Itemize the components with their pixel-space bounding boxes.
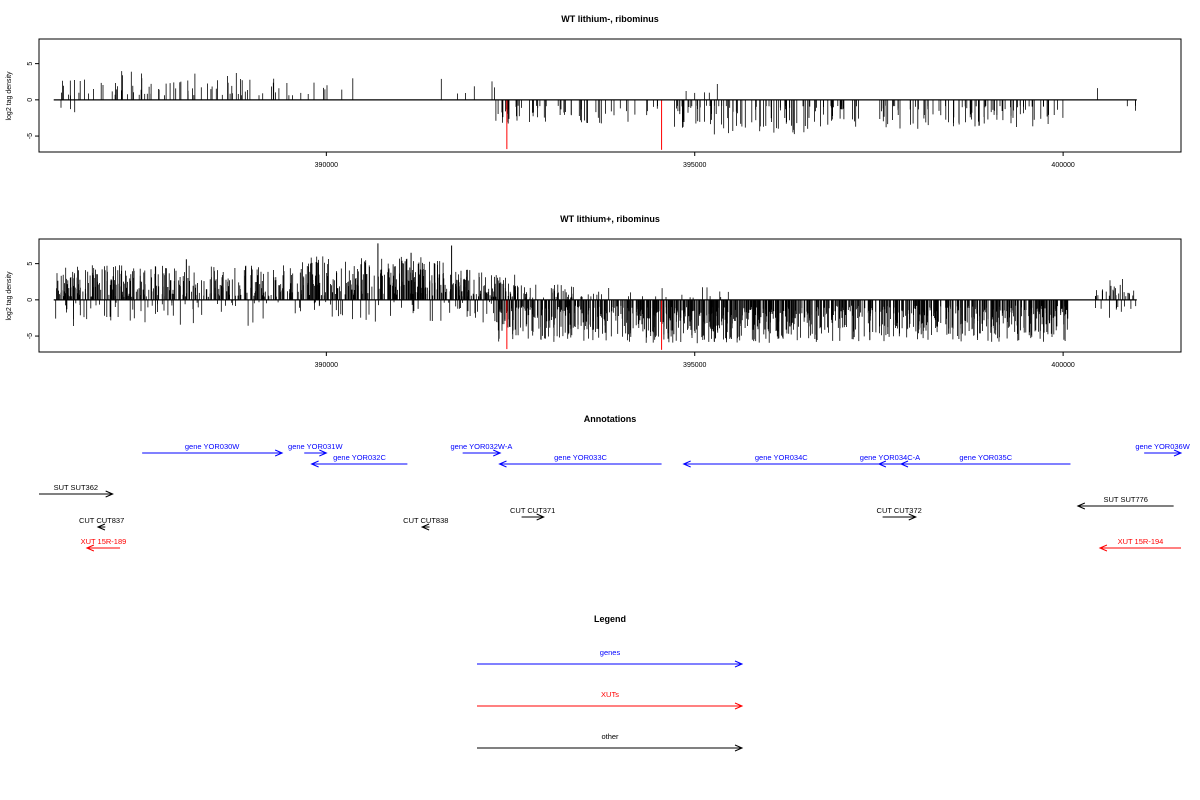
feature: SUT SUT776	[1076, 495, 1174, 510]
feature-arrowhead	[498, 460, 507, 468]
legend-arrowhead	[734, 702, 744, 710]
plot-frame	[38, 38, 1182, 153]
signal-bars	[53, 71, 1137, 150]
feature: CUT CUT372	[877, 506, 922, 521]
x-tick-label: 390000	[315, 362, 338, 369]
feature-arrowhead	[274, 449, 284, 457]
legend-label: XUTs	[601, 690, 619, 699]
feature-arrowhead	[96, 523, 106, 531]
feature-arrowhead	[682, 460, 691, 468]
feature: CUT CUT837	[79, 516, 124, 531]
legend-label: genes	[600, 648, 621, 657]
feature-label: gene YOR033C	[554, 453, 607, 462]
feature-label: gene YOR036W	[1135, 442, 1190, 451]
signal-bars	[53, 243, 1137, 350]
feature-label: gene YOR035C	[959, 453, 1012, 462]
feature: gene YOR034C-A	[860, 453, 920, 468]
feature-arrowhead	[105, 490, 114, 498]
feature: gene YOR030W	[142, 442, 284, 457]
x-tick-label: 400000	[1051, 362, 1074, 369]
legend-item: XUTs	[477, 690, 744, 710]
y-tick-label: 0	[27, 298, 34, 302]
y-tick-label: -5	[27, 333, 34, 339]
legend-arrowhead	[734, 744, 744, 752]
feature-label: gene YOR034C-A	[860, 453, 920, 462]
feature-arrowhead	[1076, 502, 1086, 510]
feature-label: gene YOR031W	[288, 442, 343, 451]
feature-label: SUT SUT362	[54, 483, 98, 492]
feature-label: gene YOR032C	[333, 453, 386, 462]
x-tick-label: 395000	[683, 162, 706, 169]
y-tick-label: 5	[27, 262, 34, 266]
feature-label: CUT CUT372	[877, 506, 922, 515]
legend-title: Legend	[594, 614, 626, 624]
feature-arrowhead	[420, 523, 430, 531]
annotations-title: Annotations	[584, 414, 637, 424]
track-panel-lithium-minus: WT lithium-, ribominus log2 tag density …	[6, 14, 1182, 169]
feature: gene YOR036W	[1135, 442, 1191, 457]
feature: gene YOR032W-A	[451, 442, 513, 457]
feature-label: CUT CUT371	[510, 506, 555, 515]
x-tick-label: 395000	[683, 362, 706, 369]
feature: gene YOR031W	[288, 442, 343, 457]
x-tick-label: 400000	[1051, 162, 1074, 169]
feature-arrows: gene YOR030W gene YOR031W gene YOR032C gene…	[39, 442, 1191, 552]
feature: XUT 15R-194	[1098, 537, 1181, 552]
feature-arrowhead	[319, 449, 328, 457]
feature: gene YOR035C	[899, 453, 1071, 468]
feature-label: XUT 15R-194	[1118, 537, 1164, 546]
legend-items: genes XUTs other	[477, 648, 744, 752]
annotations-track: Annotations gene YOR030W gene YOR031Wgene…	[39, 414, 1191, 552]
legend-label: other	[601, 732, 619, 741]
feature: gene YOR034C	[682, 453, 879, 468]
feature-arrowhead	[1098, 544, 1108, 552]
x-axis: 390000 395000 400000	[315, 351, 1075, 369]
feature: CUT CUT838	[403, 516, 448, 531]
feature-arrowhead	[877, 460, 887, 468]
panel-title: WT lithium-, ribominus	[561, 14, 659, 24]
y-tick-label: 0	[27, 98, 34, 102]
feature-label: XUT 15R-189	[81, 537, 127, 546]
feature-label: gene YOR030W	[185, 442, 240, 451]
feature: gene YOR032C	[310, 453, 408, 468]
x-axis: 390000 395000 400000	[315, 151, 1075, 169]
feature-arrowhead	[536, 513, 545, 521]
panel-title: WT lithium+, ribominus	[560, 214, 660, 224]
feature-label: CUT CUT838	[403, 516, 448, 525]
legend: Legend genes XUTs other	[477, 614, 744, 752]
y-tick-label: 5	[27, 62, 34, 66]
feature: SUT SUT362	[39, 483, 114, 498]
feature-arrowhead	[908, 513, 918, 521]
feature-label: gene YOR034C	[755, 453, 808, 462]
y-axis-label: log2 tag density	[6, 271, 13, 321]
feature-label: SUT SUT776	[1104, 495, 1148, 504]
feature: XUT 15R-189	[81, 537, 127, 552]
feature-arrowhead	[310, 460, 319, 468]
x-tick-label: 390000	[315, 162, 338, 169]
feature-label: CUT CUT837	[79, 516, 124, 525]
legend-item: genes	[477, 648, 744, 668]
feature-arrowhead	[1173, 449, 1183, 457]
feature-label: gene YOR032W-A	[451, 442, 513, 451]
legend-arrowhead	[734, 660, 744, 668]
y-axis-label: log2 tag density	[6, 71, 13, 121]
feature: gene YOR033C	[498, 453, 662, 468]
feature: CUT CUT371	[510, 506, 555, 521]
feature-arrowhead	[493, 449, 502, 457]
feature-arrowhead	[899, 460, 909, 468]
legend-item: other	[477, 732, 744, 752]
y-axis: -5 0 5	[27, 262, 39, 339]
track-panel-lithium-plus: WT lithium+, ribominus log2 tag density …	[6, 214, 1182, 369]
feature-arrowhead	[85, 544, 95, 552]
y-tick-label: -5	[27, 133, 34, 139]
y-axis: -5 0 5	[27, 62, 39, 139]
